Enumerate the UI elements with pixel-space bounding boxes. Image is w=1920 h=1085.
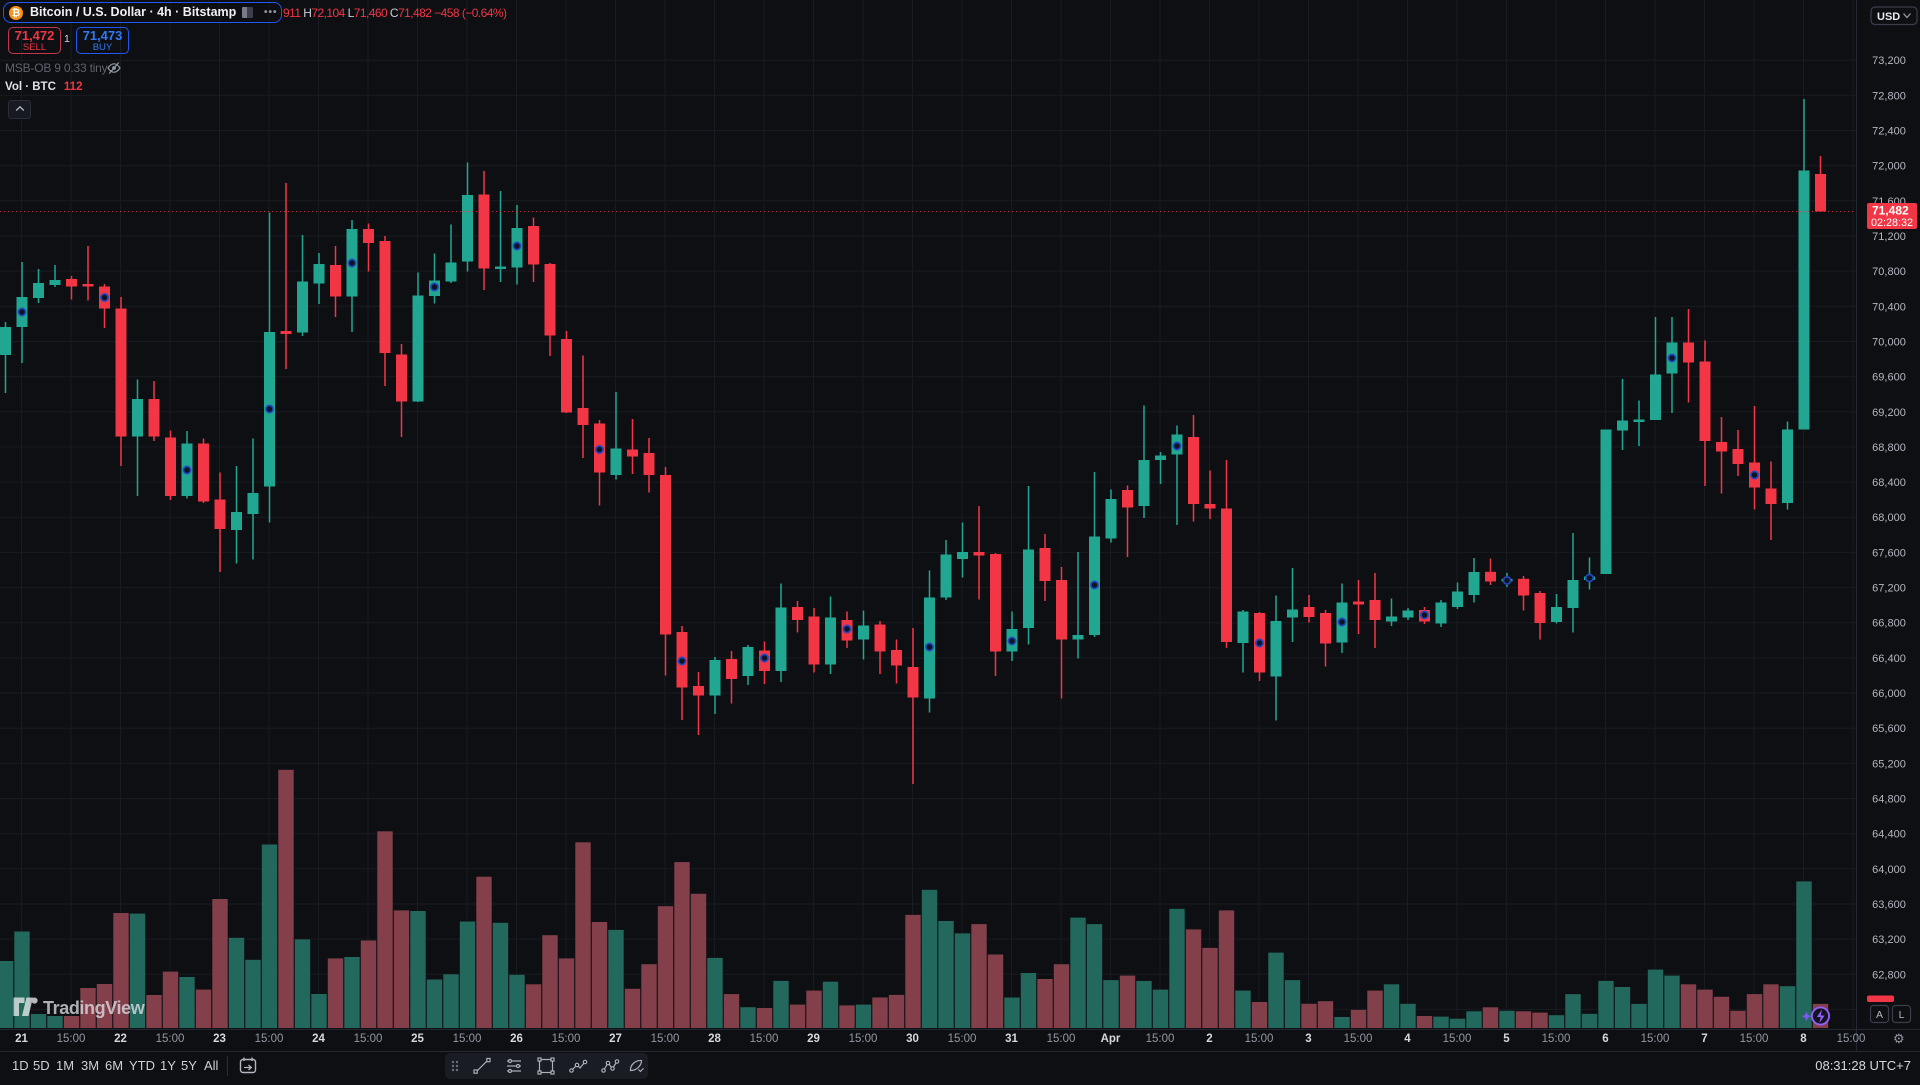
svg-text:USD: USD [1877,11,1900,23]
svg-text:15:00: 15:00 [1740,1033,1769,1045]
svg-text:15:00: 15:00 [255,1033,284,1045]
svg-text:67,200: 67,200 [1872,583,1906,595]
svg-text:6: 6 [1602,1033,1608,1045]
svg-text:15:00: 15:00 [1542,1033,1571,1045]
svg-text:72,400: 72,400 [1872,126,1906,138]
svg-text:26: 26 [510,1033,523,1045]
svg-text:A: A [1876,1009,1883,1021]
svg-text:69,600: 69,600 [1872,372,1906,384]
svg-text:15:00: 15:00 [453,1033,482,1045]
svg-text:TradingView: TradingView [43,998,146,1018]
svg-text:15:00: 15:00 [1245,1033,1274,1045]
svg-text:15:00: 15:00 [1047,1033,1076,1045]
svg-text:72,800: 72,800 [1872,90,1906,102]
svg-text:15:00: 15:00 [1443,1033,1472,1045]
svg-text:21: 21 [15,1033,28,1045]
svg-text:63,200: 63,200 [1872,934,1906,946]
svg-text:72,000: 72,000 [1872,161,1906,173]
svg-text:30: 30 [906,1033,919,1045]
svg-text:67,600: 67,600 [1872,547,1906,559]
svg-text:15:00: 15:00 [651,1033,680,1045]
svg-text:65,600: 65,600 [1872,723,1906,735]
svg-text:24: 24 [312,1033,325,1045]
svg-text:5: 5 [1503,1033,1510,1045]
svg-text:7: 7 [1701,1033,1707,1045]
svg-text:15:00: 15:00 [552,1033,581,1045]
svg-text:8: 8 [1800,1033,1807,1045]
svg-text:15:00: 15:00 [1641,1033,1670,1045]
svg-text:68,400: 68,400 [1872,477,1906,489]
svg-text:22: 22 [114,1033,127,1045]
svg-text:02:28:32: 02:28:32 [1871,217,1913,229]
svg-text:64,800: 64,800 [1872,794,1906,806]
svg-text:15:00: 15:00 [1344,1033,1373,1045]
svg-text:⚙: ⚙ [1893,1031,1905,1046]
svg-text:71,200: 71,200 [1872,231,1906,243]
svg-text:66,400: 66,400 [1872,653,1906,665]
svg-text:Apr: Apr [1101,1033,1121,1045]
svg-text:66,000: 66,000 [1872,688,1906,700]
svg-text:69,200: 69,200 [1872,407,1906,419]
svg-text:15:00: 15:00 [1837,1033,1866,1045]
svg-text:15:00: 15:00 [849,1033,878,1045]
svg-text:31: 31 [1005,1033,1018,1045]
svg-text:15:00: 15:00 [57,1033,86,1045]
svg-text:3: 3 [1305,1033,1311,1045]
svg-text:29: 29 [807,1033,820,1045]
svg-text:L: L [1899,1009,1905,1021]
svg-text:73,200: 73,200 [1872,55,1906,67]
svg-text:64,400: 64,400 [1872,829,1906,841]
svg-text:68,000: 68,000 [1872,512,1906,524]
svg-text:28: 28 [708,1033,721,1045]
svg-text:68,800: 68,800 [1872,442,1906,454]
svg-text:25: 25 [411,1033,424,1045]
svg-text:70,800: 70,800 [1872,266,1906,278]
svg-text:65,200: 65,200 [1872,758,1906,770]
svg-text:27: 27 [609,1033,622,1045]
svg-text:71,482: 71,482 [1872,204,1909,218]
svg-text:63,600: 63,600 [1872,899,1906,911]
svg-text:64,000: 64,000 [1872,864,1906,876]
svg-text:70,400: 70,400 [1872,301,1906,313]
svg-text:15:00: 15:00 [1146,1033,1175,1045]
svg-text:62,800: 62,800 [1872,969,1906,981]
svg-text:15:00: 15:00 [948,1033,977,1045]
svg-text:15:00: 15:00 [156,1033,185,1045]
svg-text:70,000: 70,000 [1872,337,1906,349]
svg-text:15:00: 15:00 [354,1033,383,1045]
svg-text:66,800: 66,800 [1872,618,1906,630]
svg-text:15:00: 15:00 [750,1033,779,1045]
svg-text:4: 4 [1404,1033,1411,1045]
svg-text:2: 2 [1206,1033,1212,1045]
svg-text:23: 23 [213,1033,226,1045]
